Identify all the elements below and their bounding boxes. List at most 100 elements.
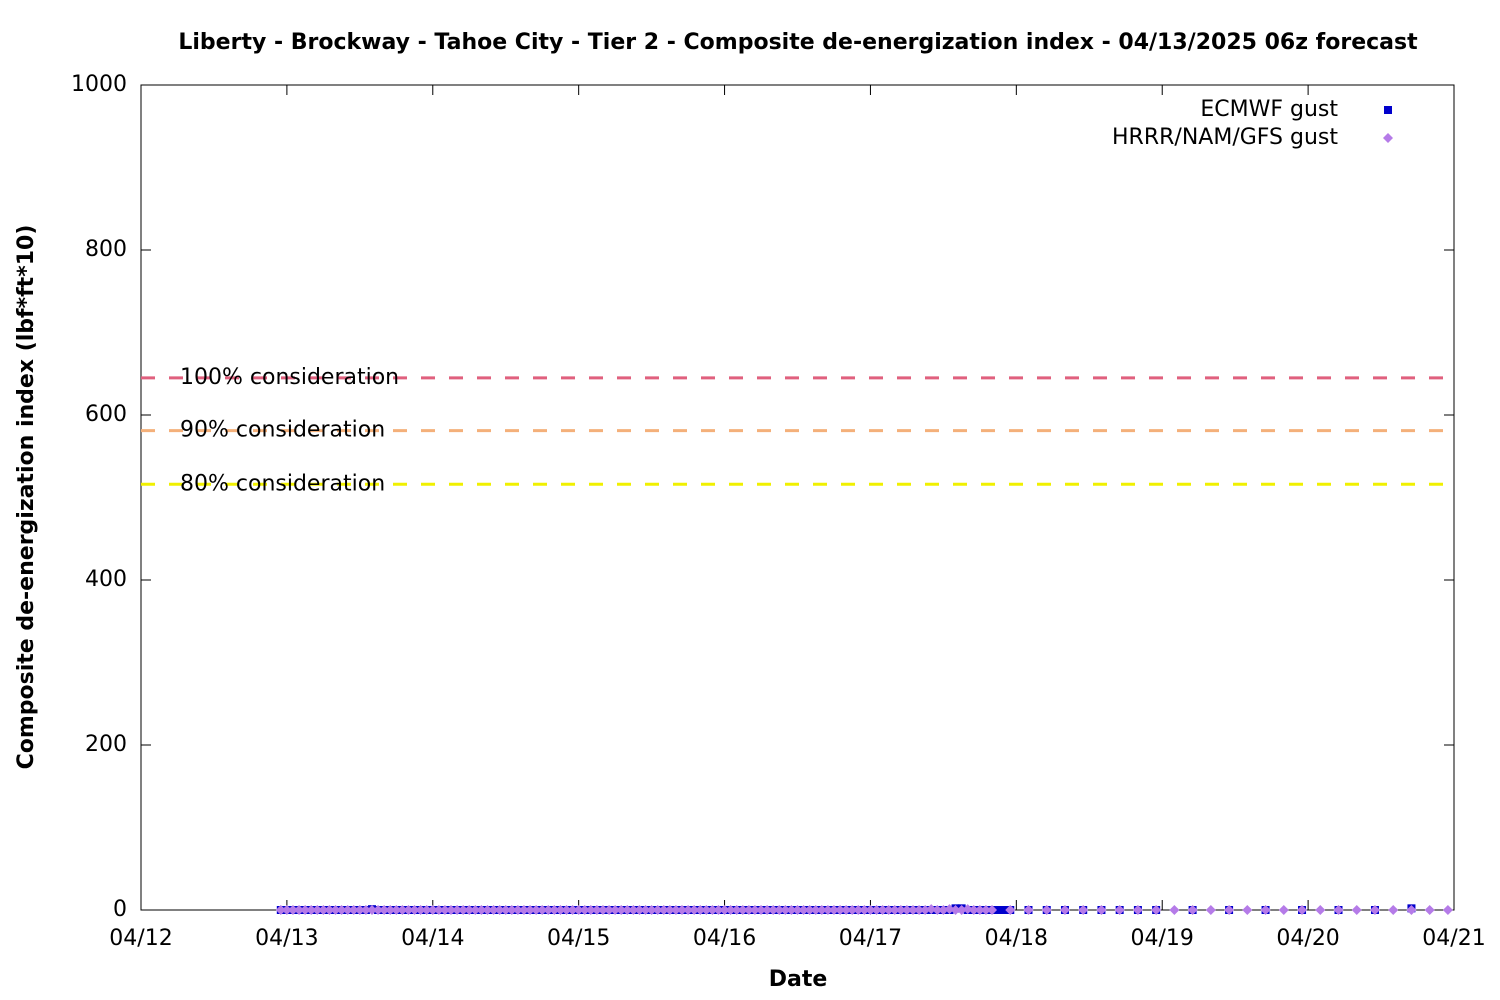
point xyxy=(585,905,596,915)
point xyxy=(1351,905,1362,915)
point xyxy=(482,905,493,915)
point xyxy=(1333,905,1344,915)
point xyxy=(464,905,475,915)
point xyxy=(871,905,882,915)
point xyxy=(366,905,377,915)
point xyxy=(932,905,943,915)
point xyxy=(810,905,821,915)
y-tick-label: 600 xyxy=(85,402,127,427)
point xyxy=(610,905,621,915)
point xyxy=(974,905,985,915)
point xyxy=(1424,905,1435,915)
point xyxy=(446,905,457,915)
point xyxy=(604,905,615,915)
point xyxy=(294,905,305,915)
point xyxy=(525,905,536,915)
point xyxy=(324,905,335,915)
point xyxy=(737,905,748,915)
point xyxy=(452,905,463,915)
point xyxy=(342,905,353,915)
point xyxy=(1041,905,1052,915)
point xyxy=(439,905,450,915)
point xyxy=(476,905,487,915)
point xyxy=(616,905,627,915)
point xyxy=(938,905,949,915)
point xyxy=(786,905,797,915)
point xyxy=(725,905,736,915)
point xyxy=(877,905,888,915)
point xyxy=(573,905,584,915)
point xyxy=(701,905,712,915)
point xyxy=(865,905,876,915)
point xyxy=(994,906,1003,914)
point xyxy=(1114,905,1125,915)
reference-label: 90% consideration xyxy=(180,418,385,443)
point xyxy=(987,905,998,915)
point xyxy=(555,905,566,915)
point xyxy=(907,905,918,915)
point xyxy=(652,905,663,915)
point xyxy=(470,905,481,915)
point xyxy=(774,905,785,915)
point xyxy=(597,905,608,915)
point xyxy=(634,905,645,915)
point xyxy=(275,905,286,915)
point xyxy=(306,905,317,915)
point xyxy=(543,905,554,915)
point xyxy=(518,905,529,915)
point xyxy=(695,905,706,915)
y-tick-label: 1000 xyxy=(71,72,127,97)
point xyxy=(458,905,469,915)
point xyxy=(506,905,517,915)
point xyxy=(385,905,396,915)
point xyxy=(622,905,633,915)
reference-label: 100% consideration xyxy=(180,365,399,390)
point xyxy=(853,905,864,915)
x-tick-label: 04/21 xyxy=(1422,926,1485,951)
point xyxy=(397,905,408,915)
reference-label: 80% consideration xyxy=(180,471,385,496)
point xyxy=(549,905,560,915)
point xyxy=(944,904,955,915)
point xyxy=(962,904,973,915)
point xyxy=(762,905,773,915)
point xyxy=(883,905,894,915)
y-axis-label: Composite de-energization index (lbf*ft*… xyxy=(14,225,39,770)
point xyxy=(895,905,906,915)
point xyxy=(689,905,700,915)
point xyxy=(579,905,590,915)
y-tick-label: 400 xyxy=(85,567,127,592)
point xyxy=(683,905,694,915)
point xyxy=(1205,905,1216,915)
point xyxy=(354,905,365,915)
point xyxy=(336,905,347,915)
x-tick-label: 04/17 xyxy=(839,926,902,951)
y-tick-label: 200 xyxy=(85,732,127,757)
point xyxy=(901,905,912,915)
x-tick-label: 04/12 xyxy=(109,926,172,951)
point xyxy=(403,905,414,915)
point xyxy=(373,905,384,915)
point xyxy=(281,905,292,915)
point xyxy=(488,905,499,915)
point xyxy=(756,905,767,915)
point xyxy=(792,905,803,915)
x-tick-label: 04/15 xyxy=(547,926,610,951)
point xyxy=(950,905,961,915)
point xyxy=(841,905,852,915)
point xyxy=(1132,905,1143,915)
point xyxy=(415,905,426,915)
point xyxy=(318,905,329,915)
point xyxy=(1242,905,1253,915)
point xyxy=(743,905,754,915)
plot-frame xyxy=(140,84,1455,911)
point xyxy=(628,905,639,915)
point xyxy=(1297,905,1308,915)
point xyxy=(591,905,602,915)
point xyxy=(1096,905,1107,915)
point xyxy=(1169,905,1180,915)
legend-label: ECMWF gust xyxy=(1200,97,1338,122)
x-tick-label: 04/20 xyxy=(1276,926,1339,951)
point xyxy=(822,905,833,915)
